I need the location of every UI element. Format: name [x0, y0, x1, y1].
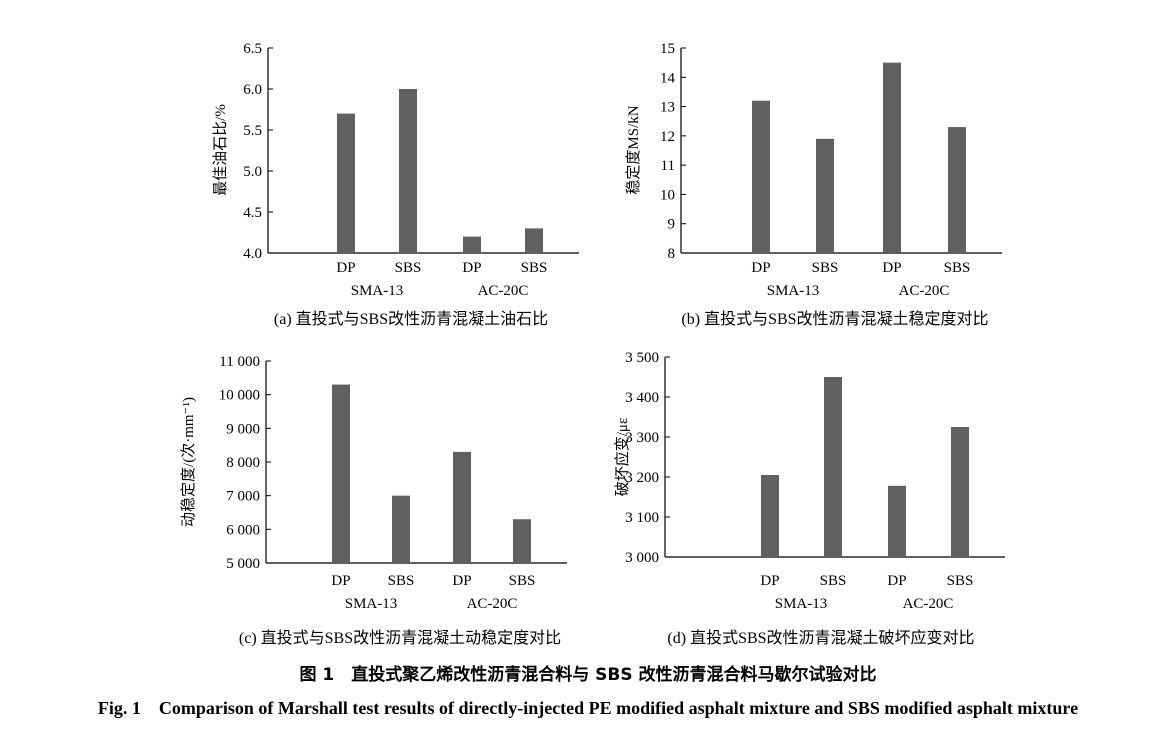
bar	[752, 100, 770, 253]
bar	[392, 495, 410, 563]
y-tick-label: 15	[660, 41, 675, 57]
chart-b: 8 9 10 11 12 13 14 15 DP SBS DP SBS SMA-13 AC-20C 稳定度M…	[625, 41, 1002, 299]
chart-c: 5 000 6 000 7 000 8 000 9 000 10 000 11 000 DP S…	[180, 354, 567, 612]
y-tick-label: 6 000	[226, 522, 260, 538]
chart-d: 3 000 3 100 3 200 3 300 3 400 3 500 DP SBS DP SBS…	[613, 350, 1005, 612]
x-category-label: DP	[751, 260, 770, 276]
bar	[337, 113, 355, 253]
x-category-label: SBS	[944, 260, 971, 276]
x-group-label: AC-20C	[903, 596, 954, 612]
y-tick-label: 8	[668, 246, 676, 262]
y-tick-label: 5.0	[243, 164, 262, 180]
x-category-label: DP	[882, 260, 901, 276]
bar	[951, 427, 969, 557]
y-tick-label: 3 100	[625, 510, 659, 526]
x-category-label: SBS	[388, 573, 415, 589]
y-axis-title: 稳定度MS/kN	[625, 105, 642, 194]
x-group-label: SMA-13	[351, 283, 404, 299]
y-tick-label: 9 000	[226, 421, 260, 437]
y-tick-label: 12	[660, 129, 675, 145]
figure-title-cn: 图 1 直投式聚乙烯改性沥青混合料与 SBS 改性沥青混合料马歇尔试验对比	[299, 665, 877, 685]
y-tick-label: 4.0	[243, 246, 262, 262]
bar	[453, 451, 471, 563]
y-axis-title: 破坏应变/με	[613, 418, 631, 497]
bar	[816, 138, 834, 253]
y-tick-label: 5 000	[226, 556, 260, 572]
y-tick-label: 8 000	[226, 455, 260, 471]
y-tick-label: 6.5	[243, 41, 262, 57]
x-category-label: DP	[462, 260, 481, 276]
bar	[883, 62, 901, 254]
y-axis-title: 最佳油石比/%	[212, 104, 229, 196]
x-group-label: AC-20C	[899, 283, 950, 299]
y-tick-label: 3 500	[625, 350, 659, 366]
x-category-label: DP	[331, 573, 350, 589]
y-tick-label: 3 400	[625, 390, 659, 406]
chart-caption-c: (c) 直投式与SBS改性沥青混凝土动稳定度对比	[238, 630, 562, 647]
y-tick-label: 11 000	[219, 354, 260, 370]
x-category-label: SBS	[521, 260, 548, 276]
x-group-label: SMA-13	[775, 596, 828, 612]
bar	[463, 236, 481, 253]
y-tick-label: 4.5	[243, 205, 262, 221]
x-category-label: SBS	[812, 260, 839, 276]
x-category-label: DP	[336, 260, 355, 276]
bar	[525, 228, 543, 253]
y-tick-label: 14	[660, 70, 676, 86]
bar	[332, 384, 350, 563]
y-tick-label: 6.0	[243, 82, 262, 98]
bar	[824, 377, 842, 557]
y-tick-label: 9	[668, 217, 676, 233]
bar	[761, 475, 779, 557]
y-tick-label: 3 200	[625, 470, 659, 486]
x-category-label: DP	[760, 573, 779, 589]
y-tick-label: 7 000	[226, 489, 260, 505]
x-group-label: AC-20C	[467, 596, 518, 612]
chart-caption-d: (d) 直投式SBS改性沥青混凝土破坏应变对比	[667, 630, 975, 647]
y-tick-label: 3 300	[625, 430, 659, 446]
x-category-label: SBS	[509, 573, 536, 589]
x-group-label: SMA-13	[767, 283, 820, 299]
y-tick-label: 3 000	[625, 550, 659, 566]
y-tick-label: 11	[661, 158, 675, 174]
bar	[399, 89, 417, 253]
x-category-label: DP	[452, 573, 471, 589]
chart-a: 4.0 4.5 5.0 5.5 6.0 6.5 DP SBS DP SBS SMA-13 AC-20C…	[212, 41, 579, 299]
bar	[948, 127, 966, 253]
y-tick-label: 13	[660, 100, 675, 116]
x-category-label: SBS	[947, 573, 974, 589]
x-group-label: AC-20C	[478, 283, 529, 299]
y-tick-label: 5.5	[243, 123, 262, 139]
y-tick-label: 10 000	[219, 388, 260, 404]
chart-caption-a: (a) 直投式与SBS改性沥青混凝土油石比	[273, 311, 549, 328]
figure-title-en: Fig. 1 Comparison of Marshall test resul…	[97, 698, 1079, 718]
x-category-label: SBS	[395, 260, 422, 276]
y-tick-label: 10	[660, 187, 675, 203]
chart-caption-b: (b) 直投式与SBS改性沥青混凝土稳定度对比	[681, 311, 989, 328]
y-axis-title: 动稳定度/(次·mm⁻¹)	[180, 397, 197, 527]
x-category-label: SBS	[820, 573, 847, 589]
bar	[888, 485, 906, 557]
bar	[513, 519, 531, 563]
x-group-label: SMA-13	[345, 596, 398, 612]
x-category-label: DP	[887, 573, 906, 589]
